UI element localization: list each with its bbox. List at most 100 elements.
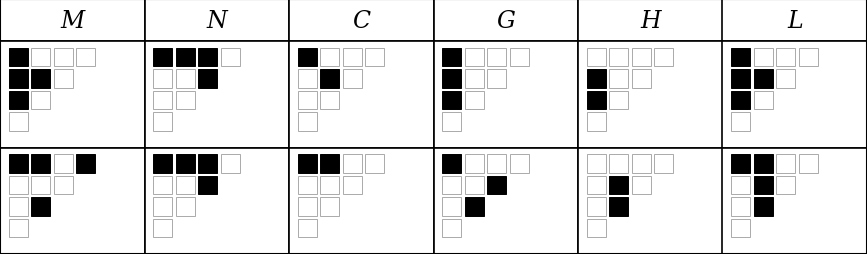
Bar: [297, 113, 316, 131]
Bar: [221, 49, 240, 67]
Bar: [731, 49, 750, 67]
Bar: [76, 49, 95, 67]
Bar: [199, 70, 218, 88]
Bar: [153, 49, 173, 67]
Bar: [9, 198, 28, 216]
Bar: [731, 91, 750, 110]
Bar: [655, 49, 674, 67]
Bar: [465, 49, 484, 67]
Bar: [176, 49, 195, 67]
Bar: [31, 91, 50, 110]
Bar: [297, 198, 316, 216]
Bar: [9, 176, 28, 195]
Bar: [9, 49, 28, 67]
Bar: [487, 70, 506, 88]
Bar: [799, 155, 818, 173]
Bar: [297, 176, 316, 195]
Bar: [297, 219, 316, 237]
Bar: [153, 113, 173, 131]
Bar: [487, 176, 506, 195]
Bar: [176, 91, 195, 110]
Bar: [442, 70, 461, 88]
Bar: [753, 155, 772, 173]
Bar: [442, 91, 461, 110]
Bar: [776, 70, 795, 88]
Bar: [776, 49, 795, 67]
Bar: [320, 70, 339, 88]
Bar: [297, 49, 316, 67]
Bar: [434, 42, 578, 148]
Bar: [632, 155, 651, 173]
Text: L: L: [787, 9, 803, 33]
Bar: [297, 155, 316, 173]
Bar: [342, 155, 362, 173]
Bar: [442, 49, 461, 67]
Bar: [610, 49, 629, 67]
Bar: [632, 49, 651, 67]
Bar: [587, 91, 606, 110]
Bar: [145, 0, 289, 42]
Bar: [289, 148, 434, 254]
Bar: [731, 198, 750, 216]
Bar: [510, 49, 529, 67]
Bar: [221, 155, 240, 173]
Bar: [31, 198, 50, 216]
Bar: [297, 91, 316, 110]
Bar: [465, 176, 484, 195]
Bar: [578, 148, 722, 254]
Bar: [9, 219, 28, 237]
Bar: [199, 176, 218, 195]
Bar: [722, 148, 867, 254]
Bar: [0, 0, 145, 42]
Bar: [0, 42, 145, 148]
Text: H: H: [640, 9, 661, 33]
Bar: [31, 155, 50, 173]
Bar: [587, 155, 606, 173]
Bar: [442, 113, 461, 131]
Bar: [587, 176, 606, 195]
Bar: [153, 219, 173, 237]
Bar: [753, 176, 772, 195]
Bar: [320, 176, 339, 195]
Bar: [776, 176, 795, 195]
Bar: [320, 155, 339, 173]
Bar: [753, 49, 772, 67]
Bar: [753, 70, 772, 88]
Bar: [610, 70, 629, 88]
Bar: [153, 176, 173, 195]
Bar: [610, 155, 629, 173]
Bar: [610, 91, 629, 110]
Bar: [610, 176, 629, 195]
Text: G: G: [496, 9, 515, 33]
Bar: [297, 70, 316, 88]
Bar: [76, 155, 95, 173]
Bar: [320, 91, 339, 110]
Bar: [176, 70, 195, 88]
Bar: [442, 176, 461, 195]
Bar: [465, 70, 484, 88]
Bar: [465, 91, 484, 110]
Bar: [442, 219, 461, 237]
Bar: [731, 113, 750, 131]
Bar: [365, 49, 384, 67]
Bar: [176, 176, 195, 195]
Bar: [0, 148, 145, 254]
Bar: [632, 176, 651, 195]
Bar: [176, 155, 195, 173]
Bar: [54, 155, 73, 173]
Bar: [199, 155, 218, 173]
Bar: [153, 155, 173, 173]
Bar: [731, 155, 750, 173]
Bar: [320, 49, 339, 67]
Bar: [31, 49, 50, 67]
Bar: [176, 198, 195, 216]
Bar: [587, 198, 606, 216]
Bar: [199, 49, 218, 67]
Bar: [487, 155, 506, 173]
Bar: [54, 70, 73, 88]
Bar: [465, 155, 484, 173]
Bar: [587, 70, 606, 88]
Bar: [487, 49, 506, 67]
Bar: [632, 70, 651, 88]
Bar: [587, 219, 606, 237]
